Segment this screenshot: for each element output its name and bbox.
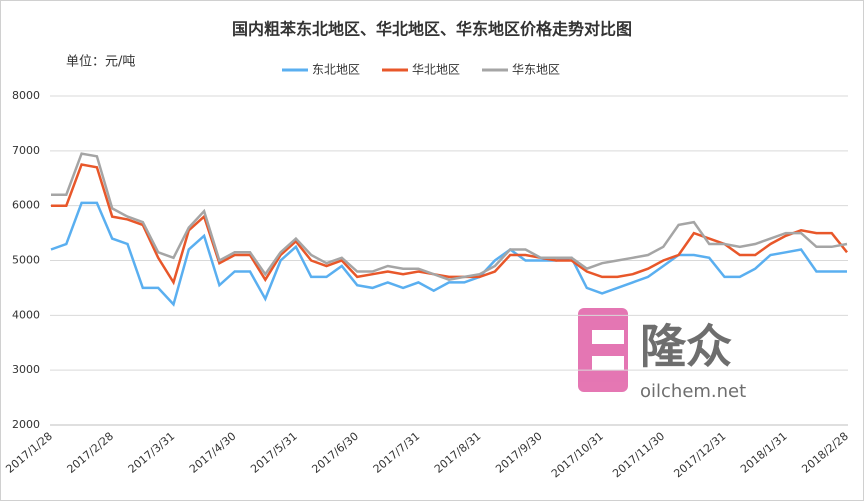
legend-label: 东北地区 (312, 63, 360, 77)
watermark: 隆众 oilchem.net (578, 308, 746, 402)
watermark-logo (592, 356, 624, 370)
watermark-logo (592, 330, 624, 344)
y-tick-label: 4000 (12, 308, 40, 321)
unit-label: 单位：元/吨 (66, 55, 135, 70)
watermark-logo (578, 308, 628, 392)
y-tick-label: 3000 (12, 363, 40, 376)
y-tick-label: 7000 (12, 144, 40, 157)
watermark-site: oilchem.net (640, 381, 746, 402)
chart-title: 国内粗苯东北地区、华北地区、华东地区价格走势对比图 (232, 20, 632, 39)
y-tick-label: 6000 (12, 199, 40, 212)
legend-label: 华东地区 (512, 63, 560, 77)
line-series (50, 201, 847, 307)
y-tick-label: 8000 (12, 89, 40, 102)
y-tick-label: 5000 (12, 254, 40, 267)
legend-label: 华北地区 (412, 63, 460, 77)
y-tick-label: 2000 (12, 418, 40, 431)
line-series (51, 163, 848, 286)
watermark-brand: 隆众 (640, 320, 732, 374)
line-series (51, 152, 848, 281)
